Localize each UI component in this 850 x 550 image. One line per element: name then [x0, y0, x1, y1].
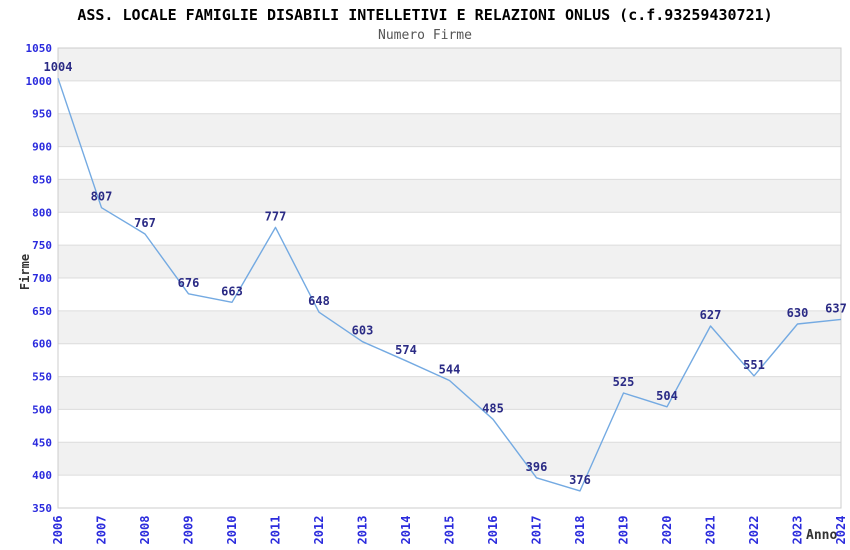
y-tick-label: 650 — [32, 305, 52, 318]
x-tick-label: 2022 — [747, 516, 761, 545]
y-tick-label: 700 — [32, 272, 52, 285]
plot-band — [58, 475, 841, 508]
data-label: 504 — [656, 389, 678, 403]
y-tick-label: 1050 — [26, 42, 53, 55]
data-label: 767 — [134, 216, 156, 230]
x-tick-label: 2008 — [138, 516, 152, 545]
x-tick-label: 2006 — [51, 516, 65, 545]
data-label: 663 — [221, 284, 243, 298]
y-tick-label: 800 — [32, 206, 52, 219]
plot-band — [58, 376, 841, 410]
plot-border — [57, 47, 842, 509]
x-tick-label: 2015 — [443, 516, 457, 545]
data-label: 1004 — [44, 60, 73, 74]
x-tick-label: 2021 — [704, 516, 718, 545]
data-label: 630 — [787, 306, 809, 320]
plot-band — [58, 80, 841, 114]
x-tick-label: 2011 — [269, 516, 283, 545]
y-tick-label: 400 — [32, 469, 52, 482]
x-tick-label: 2017 — [530, 516, 544, 545]
y-tick-label: 750 — [32, 239, 52, 252]
plot-band — [58, 442, 841, 476]
y-tick-label: 600 — [32, 338, 52, 351]
data-label: 544 — [439, 363, 461, 377]
data-label: 574 — [395, 343, 417, 357]
plot-band — [58, 212, 841, 246]
x-tick-label: 2016 — [486, 516, 500, 545]
y-tick-label: 850 — [32, 173, 52, 186]
plot-band — [58, 179, 841, 213]
chart-title: ASS. LOCALE FAMIGLIE DISABILI INTELLETIV… — [77, 6, 773, 24]
x-tick-label: 2014 — [399, 516, 413, 545]
data-label: 627 — [700, 308, 722, 322]
plot-band — [58, 48, 841, 81]
chart-subtitle: Numero Firme — [378, 28, 472, 43]
data-label: 807 — [91, 190, 113, 204]
data-label: 676 — [178, 276, 200, 290]
plot-band — [58, 343, 841, 377]
x-axis-title: Anno — [806, 528, 838, 543]
y-tick-label: 950 — [32, 108, 52, 121]
x-tick-label: 2009 — [182, 516, 196, 545]
x-tick-label: 2007 — [95, 516, 109, 545]
data-label: 648 — [308, 294, 330, 308]
plot-band — [58, 409, 841, 443]
plot-band — [58, 310, 841, 344]
y-tick-label: 1000 — [26, 75, 53, 88]
x-tick-label: 2020 — [660, 516, 674, 545]
y-tick-label: 500 — [32, 403, 52, 416]
x-tick-label: 2013 — [356, 516, 370, 545]
data-label: 637 — [825, 301, 847, 315]
plot-band — [58, 245, 841, 278]
x-tick-label: 2018 — [573, 516, 587, 545]
series-line — [57, 77, 842, 492]
y-tick-label: 350 — [32, 502, 52, 515]
x-tick-label: 2024 — [834, 516, 848, 545]
x-tick-label: 2019 — [617, 516, 631, 545]
data-label: 603 — [352, 324, 374, 338]
data-label: 551 — [743, 358, 765, 372]
plot-band — [58, 146, 841, 180]
x-tick-label: 2012 — [312, 516, 326, 545]
plot-band — [58, 278, 841, 311]
data-label: 777 — [265, 209, 287, 223]
data-label: 396 — [526, 460, 548, 474]
data-label: 376 — [569, 473, 591, 487]
y-tick-label: 450 — [32, 436, 52, 449]
plot-band — [58, 113, 841, 147]
y-tick-label: 550 — [32, 371, 52, 384]
data-label: 525 — [613, 375, 635, 389]
y-tick-label: 900 — [32, 141, 52, 154]
x-tick-label: 2023 — [791, 516, 805, 545]
data-label: 485 — [482, 401, 504, 415]
x-tick-label: 2010 — [225, 516, 239, 545]
